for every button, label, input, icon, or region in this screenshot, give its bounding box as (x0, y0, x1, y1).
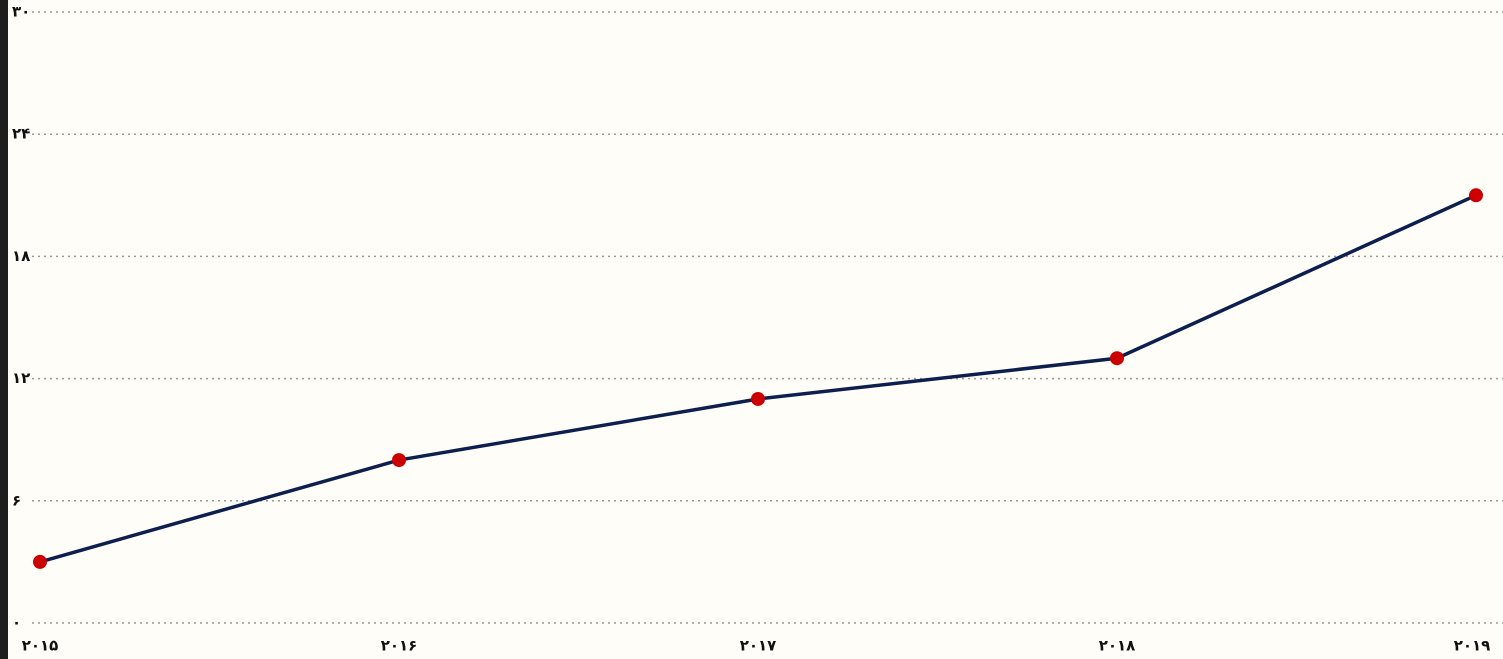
point (1469, 188, 1483, 203)
point (392, 453, 406, 468)
y-tick-label: ۱۸ (12, 247, 30, 265)
point (751, 391, 765, 406)
x-tick-label: ۲۰۱۶ (381, 637, 418, 655)
x-tick-label: ۲۰۱۹ (1454, 637, 1491, 655)
y-tick-label: ۱۲ (12, 369, 30, 387)
y-tick-label: ۶ (12, 491, 21, 509)
point (1110, 351, 1124, 366)
x-tick-label: ۲۰۱۸ (1099, 637, 1136, 655)
y-tick-label: ۰ (12, 614, 21, 632)
point (33, 554, 47, 569)
y-tick-label: ۲۴ (12, 125, 30, 143)
left-edge (0, 0, 8, 659)
x-tick-label: ۲۰۱۵ (22, 637, 59, 655)
x-tick-label: ۲۰۱۷ (740, 637, 777, 655)
y-tick-label: ۳۰ (12, 3, 30, 21)
